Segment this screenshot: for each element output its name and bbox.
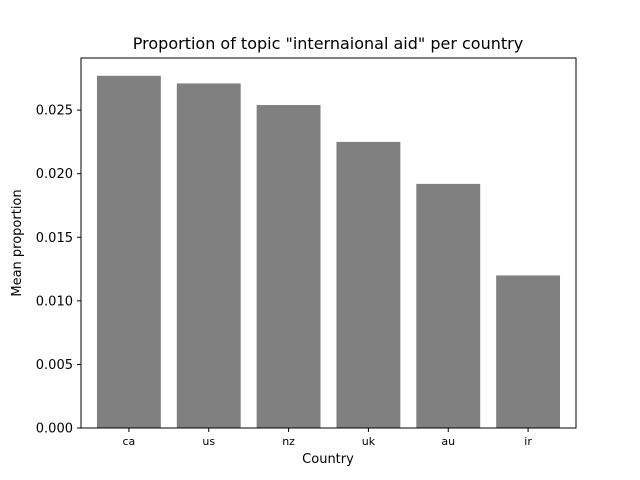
x-tick-label: uk <box>362 435 376 448</box>
x-tick-label: us <box>202 435 215 448</box>
x-tick-label: ir <box>524 435 532 448</box>
x-axis-label: Country <box>302 452 354 467</box>
bars-group <box>96 75 561 429</box>
y-tick-label: 0.000 <box>36 422 73 437</box>
y-tick-label: 0.020 <box>36 167 73 182</box>
bar-ir <box>496 275 561 428</box>
plot-frame <box>80 57 577 429</box>
bar-uk <box>336 141 401 429</box>
y-axis-label: Mean proportion <box>10 189 25 296</box>
x-tick-label: au <box>441 435 455 448</box>
bar-ca <box>96 75 161 429</box>
y-axis-ticks: 0.000 0.005 0.010 0.015 0.020 0.025 <box>36 104 81 437</box>
x-axis-ticks: ca us nz uk au ir <box>123 428 532 448</box>
y-tick-label: 0.005 <box>36 358 73 373</box>
y-tick-label: 0.025 <box>36 104 73 119</box>
x-tick-label: ca <box>123 435 136 448</box>
chart-title: Proportion of topic "internaional aid" p… <box>133 34 523 53</box>
bar-nz <box>256 105 321 428</box>
y-tick-label: 0.010 <box>36 294 73 309</box>
bar-au <box>416 183 481 428</box>
x-tick-label: nz <box>282 435 295 448</box>
y-tick-label: 0.015 <box>36 231 73 246</box>
bar-us <box>176 83 241 429</box>
